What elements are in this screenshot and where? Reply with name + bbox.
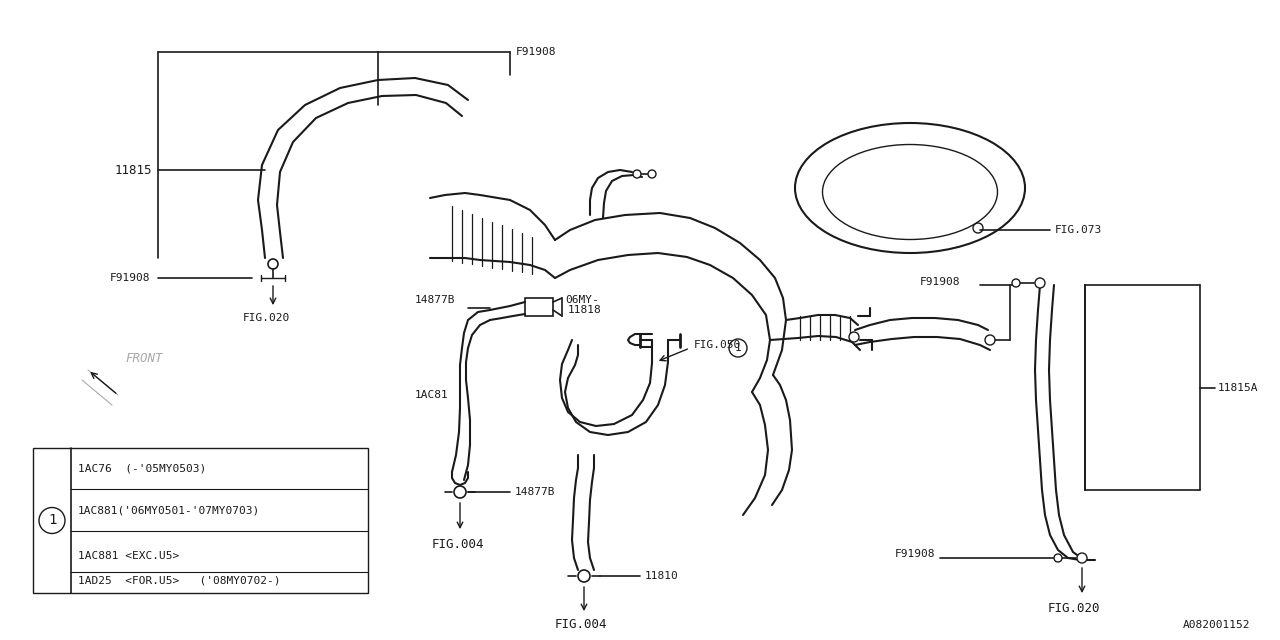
- Text: 06MY-: 06MY-: [564, 295, 599, 305]
- Circle shape: [648, 170, 657, 178]
- Circle shape: [454, 486, 466, 498]
- Text: 11810: 11810: [645, 571, 678, 581]
- Text: F91908: F91908: [920, 277, 960, 287]
- Text: 1AC81: 1AC81: [415, 390, 449, 400]
- Text: FIG.020: FIG.020: [243, 313, 291, 323]
- Text: 1AC76  (-'05MY0503): 1AC76 (-'05MY0503): [78, 464, 206, 474]
- Circle shape: [1076, 553, 1087, 563]
- Text: 1: 1: [47, 513, 56, 527]
- Text: FIG.004: FIG.004: [556, 618, 608, 630]
- Text: F91908: F91908: [895, 549, 936, 559]
- Circle shape: [1036, 278, 1044, 288]
- Bar: [525, 298, 553, 316]
- Text: FIG.004: FIG.004: [433, 538, 485, 552]
- Text: A082001152: A082001152: [1183, 620, 1251, 630]
- Circle shape: [1053, 554, 1062, 562]
- Bar: [33, 448, 369, 593]
- Text: FRONT: FRONT: [125, 351, 163, 365]
- Circle shape: [1012, 279, 1020, 287]
- Text: 1AC881 <EXC.U5>: 1AC881 <EXC.U5>: [78, 550, 179, 561]
- Circle shape: [579, 570, 590, 582]
- Text: 11815A: 11815A: [1219, 383, 1258, 393]
- Text: FIG.050: FIG.050: [694, 340, 741, 350]
- Text: 11815: 11815: [115, 163, 152, 177]
- Text: 1: 1: [735, 343, 741, 353]
- Text: F91908: F91908: [516, 47, 557, 57]
- Text: 14877B: 14877B: [415, 295, 456, 305]
- Text: 1AD25  <FOR.U5>   ('08MY0702-): 1AD25 <FOR.U5> ('08MY0702-): [78, 575, 280, 586]
- Text: F91908: F91908: [110, 273, 151, 283]
- Text: 1AC881('06MY0501-'07MY0703): 1AC881('06MY0501-'07MY0703): [78, 505, 260, 515]
- Text: 11818: 11818: [568, 305, 602, 315]
- Circle shape: [986, 335, 995, 345]
- Circle shape: [634, 170, 641, 178]
- Text: 14877B: 14877B: [515, 487, 556, 497]
- Circle shape: [849, 332, 859, 342]
- Text: FIG.020: FIG.020: [1048, 602, 1101, 614]
- Text: FIG.073: FIG.073: [1055, 225, 1102, 235]
